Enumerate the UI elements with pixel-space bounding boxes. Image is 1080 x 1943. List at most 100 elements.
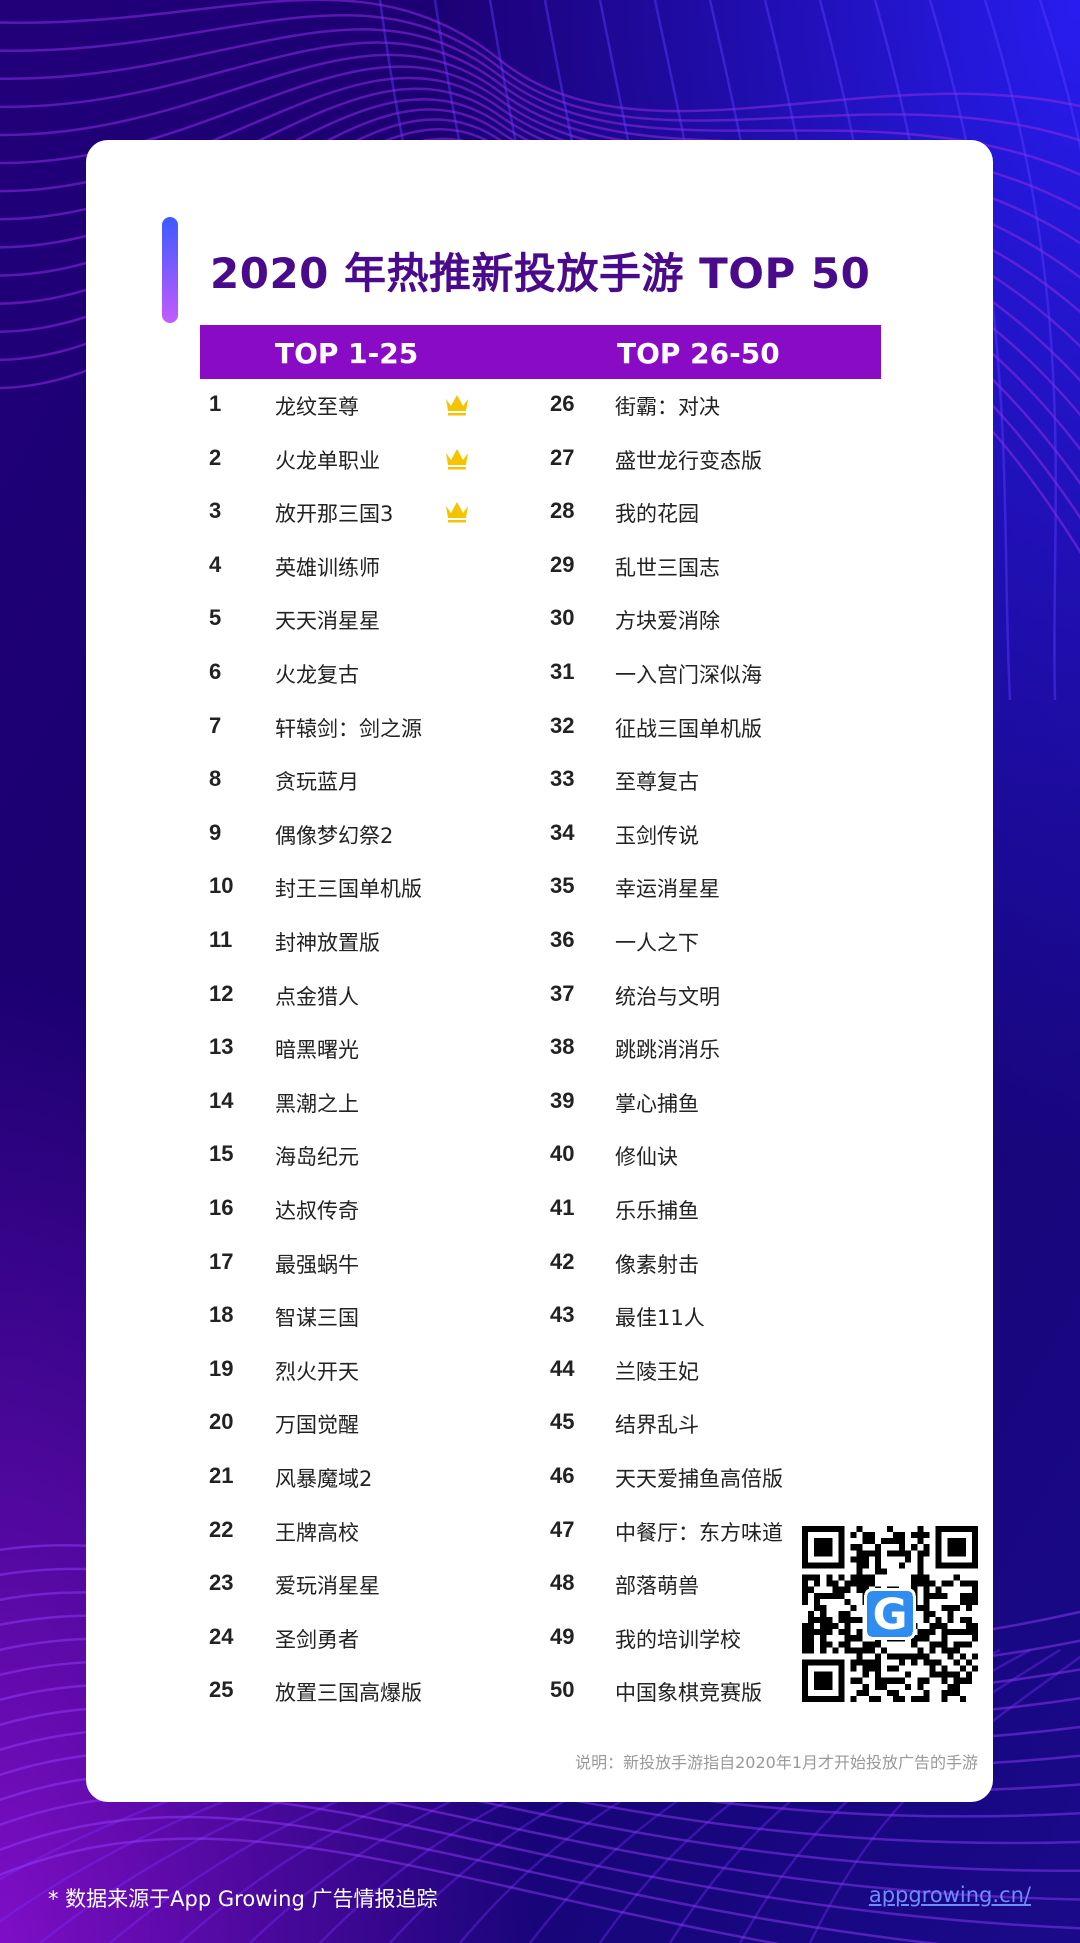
rank-number: 12 [209,980,234,1006]
wave-line [0,0,1080,113]
crown-icon [446,448,468,470]
list-item: 13 暗黑曙光 [0,1034,1080,1064]
list-item: 47 中餐厅：东方味道 [0,1517,1080,1547]
list-item: 8 贪玩蓝月 [0,766,1080,796]
rank-number: 8 [209,766,222,792]
rank-number: 3 [209,498,222,524]
rank-number: 42 [550,1248,575,1274]
list-item: 17 最强蜗牛 [0,1249,1080,1279]
game-name: 英雄训练师 [275,555,380,580]
game-name: 轩辕剑：剑之源 [275,716,422,741]
game-name: 达叔传奇 [275,1199,359,1223]
list-item: 44 兰陵王妃 [0,1356,1080,1386]
rank-number: 36 [550,927,575,952]
wave-line [0,1794,1080,1930]
game-name: 跳跳消消乐 [615,1038,720,1063]
rank-number: 29 [550,551,575,577]
rank-number: 50 [550,1677,575,1703]
list-item: 35 幸运消星星 [0,873,1080,903]
game-name: 一人之下 [615,931,699,955]
game-name: 中餐厅：东方味道 [615,1520,783,1545]
game-name: 玉剑传说 [615,823,699,848]
page-title: 2020 年热推新投放手游 TOP 50 [210,249,871,298]
qr-code[interactable]: G [802,1522,978,1706]
list-item: 27 盛世龙行变态版 [0,445,1080,475]
rank-number: 11 [209,927,233,952]
list-item: 30 方块爱消除 [0,605,1080,635]
rank-number: 25 [209,1677,234,1703]
game-name: 掌心捕鱼 [615,1091,699,1116]
game-name: 乐乐捕鱼 [615,1199,699,1223]
list-item: 19 烈火开天 [0,1356,1080,1386]
wave-line [0,1837,781,1943]
list-item: 18 智谋三国 [0,1302,1080,1332]
list-item: 37 统治与文明 [0,981,1080,1011]
list-item: 32 征战三国单机版 [0,713,1080,743]
game-name: 统治与文明 [615,984,720,1009]
rank-number: 35 [550,873,575,899]
list-item: 48 部落萌兽 [0,1570,1080,1600]
game-name: 像素射击 [615,1252,699,1277]
rank-number: 22 [209,1516,234,1542]
rank-number: 26 [550,391,575,416]
list-item: 4 英雄训练师 [0,552,1080,582]
list-item: 50 中国象棋竞赛版 [0,1677,1080,1707]
rank-number: 40 [550,1141,575,1167]
game-name: 征战三国单机版 [615,716,762,741]
game-name: 兰陵王妃 [615,1359,699,1384]
ranking-card [86,140,993,1802]
game-name: 圣剑勇者 [275,1627,359,1652]
game-name: 放置三国高爆版 [275,1681,422,1706]
svg-text:G: G [873,1591,908,1640]
list-item: 38 跳跳消消乐 [0,1034,1080,1064]
list-item: 24 圣剑勇者 [0,1624,1080,1654]
rank-number: 27 [550,444,575,470]
list-item: 25 放置三国高爆版 [0,1677,1080,1707]
rank-number: 14 [209,1087,234,1113]
game-name: 修仙诀 [615,1145,678,1170]
rank-number: 1 [209,391,222,416]
game-name: 方块爱消除 [615,609,720,634]
rank-number: 33 [550,766,575,792]
game-name: 贪玩蓝月 [275,770,359,795]
game-name: 最佳11人 [615,1306,705,1331]
list-item: 43 最佳11人 [0,1302,1080,1332]
rank-number: 44 [550,1355,575,1381]
rank-number: 30 [550,605,575,631]
wave-line [0,28,1080,176]
game-name: 智谋三国 [275,1306,359,1331]
wave-line [1038,0,1080,153]
wave-line [983,0,1057,701]
rank-number: 17 [209,1248,234,1274]
list-item: 46 天天爱捕鱼高倍版 [0,1463,1080,1493]
crown-icon [446,502,468,523]
game-name: 王牌高校 [275,1520,359,1545]
game-name: 封神放置版 [275,931,380,955]
list-item: 49 我的培训学校 [0,1624,1080,1654]
game-name: 火龙复古 [275,663,359,687]
game-name: 最强蜗牛 [275,1252,359,1277]
rank-number: 6 [209,659,222,684]
rank-number: 41 [550,1195,575,1220]
list-item: 34 玉剑传说 [0,820,1080,850]
rank-number: 28 [550,498,575,524]
rank-number: 21 [209,1463,234,1488]
rank-number: 46 [550,1463,575,1488]
game-name: 我的培训学校 [615,1627,741,1652]
rank-number: 32 [550,712,575,738]
list-item: 1 龙纹至尊 [0,391,1080,421]
list-item: 40 修仙诀 [0,1141,1080,1171]
game-name: 封王三国单机版 [275,877,422,902]
game-name: 点金猎人 [275,984,359,1009]
rank-number: 39 [550,1087,575,1113]
rank-number: 23 [209,1570,234,1596]
rank-number: 18 [209,1302,234,1328]
rank-number: 45 [550,1409,575,1435]
game-name: 盛世龙行变态版 [615,448,762,473]
appgrowing-link[interactable]: appgrowing.cn/ [868,1883,1031,1907]
game-name: 龙纹至尊 [275,395,359,419]
header-top-26-50: TOP 26-50 [617,337,780,370]
game-name: 烈火开天 [275,1359,359,1384]
list-item: 22 王牌高校 [0,1517,1080,1547]
rank-number: 13 [209,1034,234,1060]
